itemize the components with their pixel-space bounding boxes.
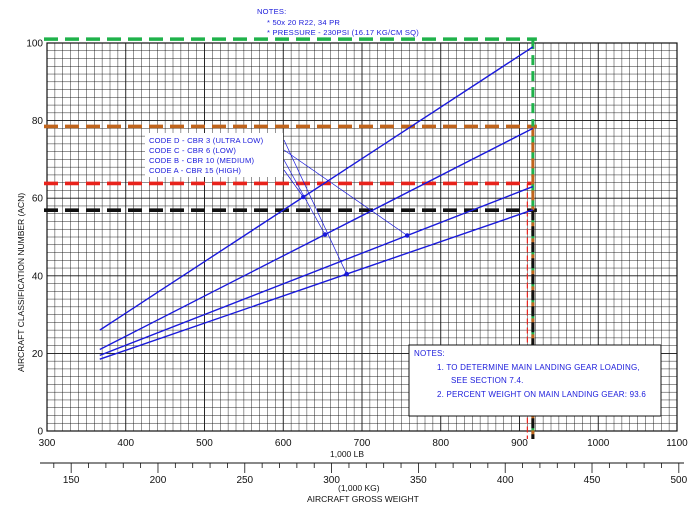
leader-arrowhead — [301, 194, 306, 200]
series-line — [99, 127, 534, 351]
kg-tick-label: 200 — [150, 475, 167, 486]
y-tick-label: 0 — [37, 427, 43, 438]
x-tick-label: 300 — [39, 438, 56, 449]
code-label: CODE A - CBR 15 (HIGH) — [149, 166, 241, 175]
y-tick-label: 60 — [32, 194, 44, 205]
x-unit-label: 1,000 LB — [330, 449, 364, 459]
acn-series — [99, 46, 534, 360]
code-label: CODE D - CBR 3 (ULTRA LOW) — [149, 136, 264, 145]
leader-line — [283, 139, 347, 275]
leader-line — [283, 169, 304, 198]
kg-axis: 150 200 250 300 350 400 450 500 — [40, 462, 688, 486]
x-tick-label: 800 — [432, 438, 449, 449]
legend-backdrop — [145, 133, 283, 177]
top-note-line: * PRESSURE - 230PSI (16.17 KG/CM SQ) — [267, 28, 419, 37]
kg-tick-label: 450 — [584, 475, 601, 486]
series-line — [99, 46, 534, 331]
code-label: CODE C - CBR 6 (LOW) — [149, 146, 236, 155]
x-tick-label: 400 — [117, 438, 134, 449]
x2-axis-title: AIRCRAFT GROSS WEIGHT — [307, 494, 419, 504]
plot-frame — [46, 42, 678, 432]
bottom-notes-heading: NOTES: — [414, 349, 445, 358]
legend-leaders — [283, 139, 410, 277]
x-tick-label: 1100 — [666, 438, 688, 449]
kg-tick-label: 350 — [410, 475, 427, 486]
top-notes-heading: NOTES: — [257, 7, 286, 16]
notes-box — [408, 344, 662, 417]
y-tick-label: 80 — [32, 116, 44, 127]
code-labels: CODE D - CBR 3 (ULTRA LOW) CODE C - CBR … — [149, 136, 264, 175]
x-tick-labels: 300 400 500 600 700 800 900 1000 1100 — [39, 438, 689, 449]
y-axis-title: AIRCRAFT CLASSIFICATION NUMBER (ACN) — [16, 193, 26, 372]
bottom-note-line: SEE SECTION 7.4. — [451, 376, 524, 385]
bottom-note-line: 2. PERCENT WEIGHT ON MAIN LANDING GEAR: … — [437, 390, 646, 399]
y-tick-label: 100 — [26, 39, 43, 50]
leader-line — [283, 149, 408, 236]
series-line — [99, 185, 534, 356]
bottom-note-line: 1. TO DETERMINE MAIN LANDING GEAR LOADIN… — [437, 363, 640, 372]
leader-arrowhead — [322, 232, 328, 237]
y-tick-label: 20 — [32, 349, 44, 360]
leader-arrowhead — [344, 271, 349, 277]
y-tick-label: 40 — [32, 271, 44, 282]
x2-unit-label: (1,000 KG) — [338, 483, 380, 493]
kg-tick-label: 150 — [63, 475, 80, 486]
kg-tick-label: 250 — [236, 475, 253, 486]
y-tick-labels: 0 20 40 60 80 100 — [26, 39, 43, 438]
code-label: CODE B - CBR 10 (MEDIUM) — [149, 156, 254, 165]
x-tick-label: 600 — [275, 438, 292, 449]
top-note-line: * 50x 20 R22, 34 PR — [267, 18, 340, 27]
x-tick-label: 700 — [354, 438, 371, 449]
x-tick-label: 500 — [196, 438, 213, 449]
leader-arrowhead — [404, 233, 410, 238]
top-notes: NOTES: * 50x 20 R22, 34 PR * PRESSURE - … — [257, 7, 419, 37]
x-tick-label: 1000 — [587, 438, 610, 449]
bottom-notes: NOTES: 1. TO DETERMINE MAIN LANDING GEAR… — [414, 349, 646, 399]
series-line — [99, 209, 534, 360]
kg-tick-label: 400 — [497, 475, 514, 486]
kg-tick-label: 300 — [323, 475, 340, 486]
x-tick-label: 900 — [511, 438, 528, 449]
kg-tick-label: 500 — [670, 475, 687, 486]
